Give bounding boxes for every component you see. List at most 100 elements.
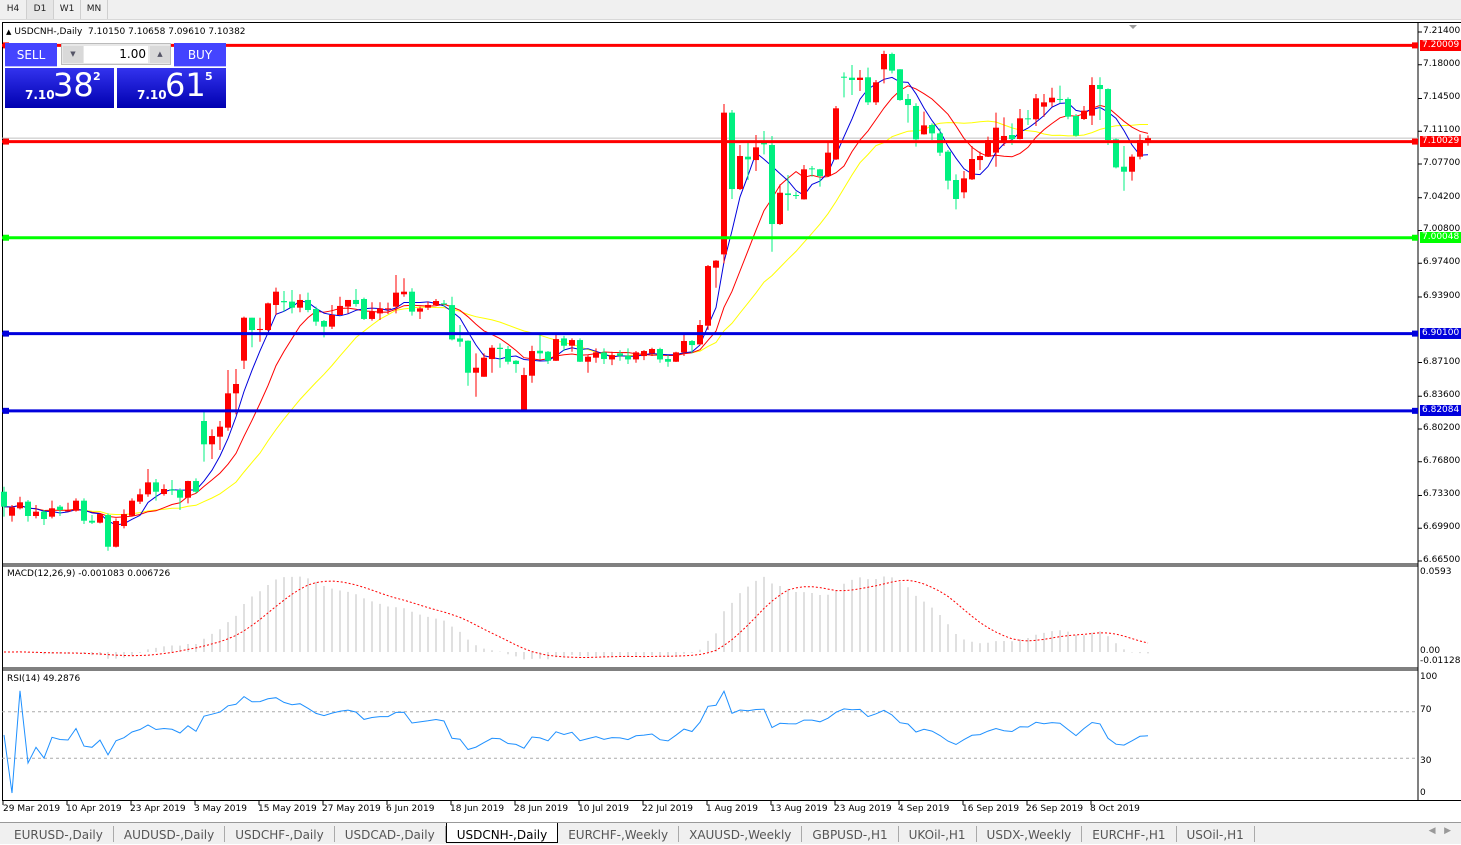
macd-axis-top: 0.0593 — [1420, 567, 1452, 577]
candle-body — [57, 506, 63, 511]
date-label: 23 Aug 2019 — [834, 804, 892, 814]
lot-size-input[interactable]: 1.00 — [84, 46, 148, 63]
candle-body — [601, 352, 607, 360]
line-handle-icon — [1412, 42, 1418, 49]
candle-body — [1001, 135, 1007, 142]
low-value: 7.09610 — [168, 27, 206, 37]
candle-body — [745, 156, 751, 160]
line-handle-icon — [1412, 234, 1418, 241]
tab-usdchf-daily[interactable]: USDCHF-,Daily — [225, 826, 335, 842]
macd-axis-zero: 0.00 — [1420, 646, 1441, 656]
date-label: 18 Jun 2019 — [450, 804, 505, 814]
tab-eurchf-weekly[interactable]: EURCHF-,Weekly — [558, 826, 680, 842]
timeframe-h4-button[interactable]: H4 — [0, 0, 27, 19]
candle-body — [481, 357, 487, 377]
timeframe-d1-button[interactable]: D1 — [27, 0, 54, 19]
candle-body — [161, 489, 167, 495]
symbol-label: USDCNH-,Daily — [14, 27, 83, 37]
tab-scroll-arrows[interactable]: ◀ ▶ — [1428, 826, 1451, 836]
candle-body — [665, 359, 671, 362]
buy-button[interactable]: BUY — [174, 43, 226, 67]
tab-eurchf-h1[interactable]: EURCHF-,H1 — [1082, 826, 1177, 842]
level-price-label: 7.00048 — [1420, 232, 1461, 244]
tab-eurusd-daily[interactable]: EURUSD-,Daily — [4, 826, 114, 842]
tab-xauusd-weekly[interactable]: XAUUSD-,Weekly — [679, 826, 803, 842]
candle-body — [105, 515, 111, 547]
candle-body — [609, 355, 615, 360]
tab-usoil-h1[interactable]: USOil-,H1 — [1177, 826, 1255, 842]
timeframe-mn-button[interactable]: MN — [81, 0, 108, 19]
buy-price[interactable]: 7.10 61 5 — [117, 66, 226, 108]
candle-body — [737, 156, 743, 190]
candle-body — [97, 514, 103, 523]
candle-body — [249, 317, 255, 331]
candle-body — [137, 494, 143, 502]
chart-shift-marker-icon — [1129, 25, 1137, 29]
buy-price-pips: 61 — [165, 66, 206, 104]
tab-gbpusd-h1[interactable]: GBPUSD-,H1 — [802, 826, 899, 842]
date-label: 13 Aug 2019 — [770, 804, 828, 814]
candle-body — [25, 501, 31, 517]
candle-body — [49, 508, 55, 517]
date-label: 15 May 2019 — [258, 804, 317, 814]
candle-body — [1049, 97, 1055, 103]
candle-body — [145, 482, 151, 495]
candle-body — [81, 500, 87, 521]
candle-body — [457, 338, 463, 342]
candle-body — [617, 353, 623, 356]
candle-body — [641, 351, 647, 357]
candle-body — [345, 299, 351, 307]
close-value: 7.10382 — [208, 27, 246, 37]
ma-slow-line — [3, 120, 1148, 515]
macd-label: MACD(12,26,9) -0.001083 0.006726 — [7, 569, 171, 579]
candle-body — [361, 299, 367, 319]
candle-body — [321, 320, 327, 327]
price-tick-label: 6.87100 — [1423, 356, 1461, 367]
candle-body — [841, 76, 847, 78]
open-value: 7.10150 — [88, 27, 126, 37]
candle-body — [1073, 116, 1079, 136]
sell-price[interactable]: 7.10 38 2 — [5, 66, 114, 108]
candle-body — [913, 106, 919, 140]
candle-body — [753, 147, 759, 161]
candle-body — [793, 195, 799, 197]
candle-body — [537, 350, 543, 354]
candle-body — [41, 511, 47, 519]
one-click-trading-panel: SELL ▼ 1.00 ▲ BUY 7.10 38 2 7.10 61 5 — [5, 43, 226, 108]
sell-button[interactable]: SELL — [5, 43, 57, 67]
tab-ukoil-h1[interactable]: UKOil-,H1 — [899, 826, 977, 842]
tab-usdcad-daily[interactable]: USDCAD-,Daily — [335, 826, 446, 842]
candle-body — [977, 156, 983, 161]
candle-body — [769, 145, 775, 225]
line-handle-icon — [1412, 138, 1418, 145]
candle-body — [649, 349, 655, 354]
date-label: 3 May 2019 — [194, 804, 247, 814]
candle-body — [217, 426, 223, 437]
candle-body — [489, 347, 495, 360]
candle-body — [1041, 102, 1047, 107]
tab-usdcnh-daily[interactable]: USDCNH-,Daily — [445, 823, 559, 843]
price-tick-label: 6.83600 — [1423, 390, 1461, 401]
timeframe-w1-button[interactable]: W1 — [54, 0, 81, 19]
candle-body — [1145, 138, 1151, 141]
candle-body — [761, 142, 767, 145]
candle-body — [1025, 118, 1031, 120]
chevron-down-icon[interactable]: ▼ — [63, 46, 83, 63]
triangle-up-icon: ▲ — [6, 28, 12, 36]
candle-body — [1137, 140, 1143, 157]
chart-header: ▲ USDCNH-,Daily 7.10150 7.10658 7.09610 7… — [6, 27, 246, 37]
candle-body — [1065, 98, 1071, 117]
line-handle-icon — [1412, 407, 1418, 414]
macd-signal-line — [4, 579, 1149, 658]
tab-usdx-weekly[interactable]: USDX-,Weekly — [977, 826, 1083, 842]
candle-body — [657, 349, 663, 360]
tab-audusd-daily[interactable]: AUDUSD-,Daily — [114, 826, 226, 842]
candle-body — [713, 260, 719, 268]
line-handle-icon — [3, 407, 9, 414]
candle-body — [393, 292, 399, 307]
chevron-up-icon[interactable]: ▲ — [150, 46, 170, 63]
price-tick-label: 6.66500 — [1423, 555, 1461, 565]
candle-body — [305, 299, 311, 310]
candle-body — [465, 340, 471, 373]
